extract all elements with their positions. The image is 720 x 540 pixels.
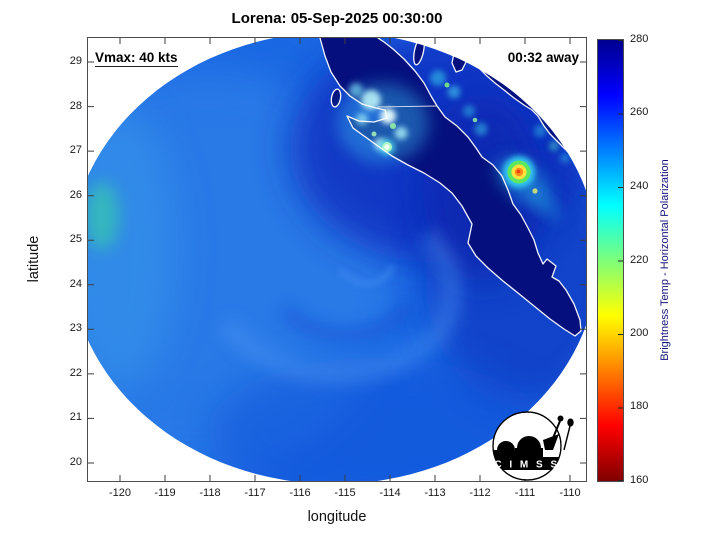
vmax-annotation: Vmax: 40 kts (95, 50, 178, 67)
x-tick-label: -113 (424, 487, 446, 499)
approach-time-annotation: 00:32 away (507, 50, 579, 65)
colorbar (598, 40, 623, 481)
x-tick-label: -120 (108, 487, 132, 499)
island-cedros-fill (331, 89, 341, 107)
logo-text: C I M S S (494, 460, 559, 471)
colorbar-tick-label: 200 (630, 327, 649, 339)
y-tick-label: 26 (69, 189, 82, 201)
x-tick-label: -117 (244, 487, 266, 499)
y-tick-label: 28 (69, 100, 82, 112)
colorbar-tick-label: 240 (630, 180, 649, 192)
y-tick-label: 23 (69, 322, 82, 334)
y-tick-label: 21 (69, 411, 82, 423)
coastline-baja (319, 38, 582, 337)
y-tick-label: 25 (69, 233, 82, 245)
satellite-dish-icon (543, 434, 559, 450)
y-tick-label: 29 (69, 55, 82, 67)
coastline-tiburon (451, 47, 467, 73)
colorbar-tick-label: 180 (630, 400, 649, 412)
coastline-mainland (463, 38, 586, 173)
x-tick-label: -119 (154, 487, 176, 499)
y-tick-label: 24 (69, 278, 82, 290)
colorbar-title: Brightness Temp - Horizontal Polarizatio… (659, 159, 671, 361)
land-baja-fill (320, 38, 581, 336)
x-tick-label: -116 (289, 487, 311, 499)
x-tick-label: -110 (559, 487, 581, 499)
x-tick-label: -111 (514, 487, 536, 499)
x-tick-label: -115 (334, 487, 356, 499)
y-axis-label: latitude (26, 235, 42, 283)
y-tick-label: 20 (69, 456, 82, 468)
y-tick-label: 22 (69, 367, 82, 379)
plot-title: Lorena: 05-Sep-2025 00:30:00 (231, 10, 443, 27)
colorbar-tick-label: 160 (630, 474, 649, 486)
swath-svg: C I M S S (88, 38, 586, 481)
colorbar-tick-label: 220 (630, 254, 649, 266)
y-tick-label: 27 (69, 144, 82, 156)
coastline-angel (413, 38, 425, 66)
swath-data (88, 38, 586, 481)
tower-icon (563, 425, 571, 451)
plot-area: C I M S S Vmax: 40 kts 00:32 away (88, 38, 586, 481)
convective-hotspot (496, 156, 562, 221)
x-tick-label: -118 (199, 487, 221, 499)
state-border-28n (377, 105, 438, 108)
cimss-logo: C I M S S (492, 411, 574, 481)
colorbar-tick-label: 260 (630, 106, 649, 118)
observatory-dome-large-icon (517, 436, 541, 448)
x-tick-label: -114 (379, 487, 401, 499)
colorbar-tick-marks (618, 40, 623, 481)
observatory-dome-icon (497, 441, 515, 450)
x-axis-label: longitude (307, 509, 367, 525)
coastline-cedros (330, 88, 342, 108)
colorbar-tick-label: 280 (630, 33, 649, 45)
logo-band (493, 457, 561, 470)
x-tick-label: -112 (469, 487, 491, 499)
